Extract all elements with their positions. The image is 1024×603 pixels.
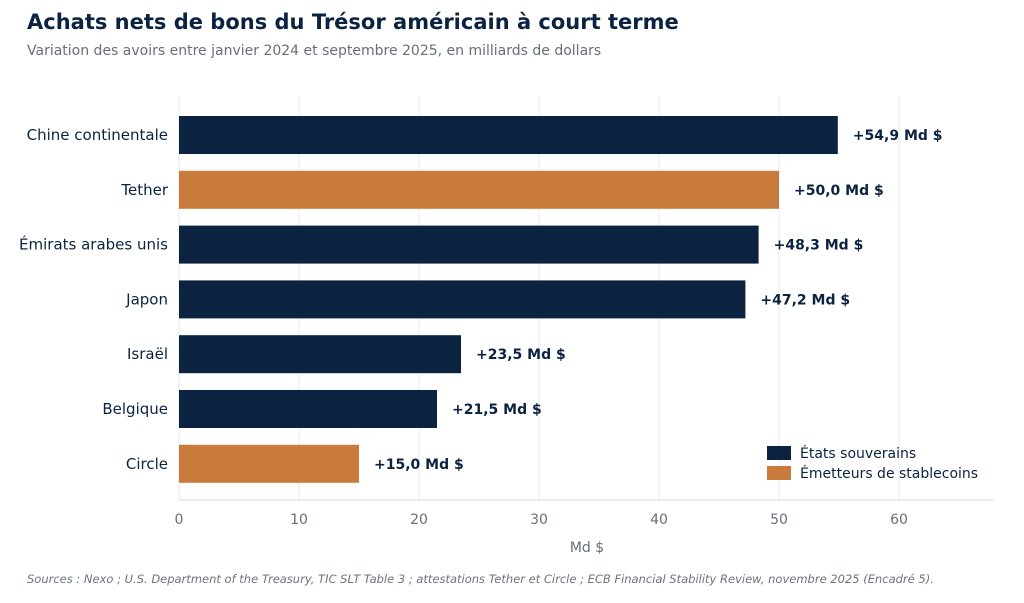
legend: États souverains Émetteurs de stablecoins (767, 445, 978, 482)
category-label: Israël (127, 345, 168, 363)
bar (179, 116, 838, 154)
category-label: Émirats arabes unis (19, 235, 168, 254)
data-label: +15,0 Md $ (374, 457, 464, 473)
data-label: +54,9 Md $ (853, 128, 943, 144)
x-tick-label: 10 (290, 512, 308, 528)
data-label: +50,0 Md $ (794, 183, 884, 199)
category-label: Circle (126, 455, 168, 473)
legend-swatch (767, 446, 791, 460)
x-tick-labels: 0 10 20 30 40 50 60 (175, 512, 908, 528)
bars (179, 116, 838, 483)
x-tick-label: 0 (175, 512, 184, 528)
x-tick-label: 20 (410, 512, 428, 528)
legend-swatch (767, 466, 791, 480)
data-label: +21,5 Md $ (452, 402, 542, 418)
data-labels: +54,9 Md $ +50,0 Md $ +48,3 Md $ +47,2 Md $… (374, 128, 943, 473)
bar (179, 170, 779, 209)
bar (179, 444, 359, 483)
x-tick-label: 30 (530, 512, 548, 528)
chart-title: Achats nets de bons du Trésor américain … (27, 10, 679, 34)
bar (179, 280, 746, 319)
bar (179, 225, 759, 264)
data-label: +48,3 Md $ (774, 238, 864, 254)
data-label: +23,5 Md $ (476, 347, 566, 363)
x-tick-label: 60 (890, 512, 908, 528)
x-tick-label: 50 (770, 512, 788, 528)
legend-label: États souverains (800, 445, 916, 462)
category-label: Belgique (102, 400, 168, 418)
category-label: Japon (125, 290, 168, 308)
x-tick-label: 40 (650, 512, 668, 528)
bar (179, 335, 461, 374)
category-labels: Chine continentale Tether Émirats arabes u… (19, 126, 169, 473)
category-label: Chine continentale (27, 126, 168, 144)
bar (179, 390, 437, 428)
chart-source: Sources : Nexo ; U.S. Department of the … (27, 572, 934, 586)
chart-subtitle: Variation des avoirs entre janvier 2024 … (27, 43, 602, 59)
x-axis-label: Md $ (570, 540, 604, 556)
data-label: +47,2 Md $ (760, 292, 850, 308)
category-label: Tether (120, 181, 168, 199)
legend-label: Émetteurs de stablecoins (800, 465, 978, 482)
